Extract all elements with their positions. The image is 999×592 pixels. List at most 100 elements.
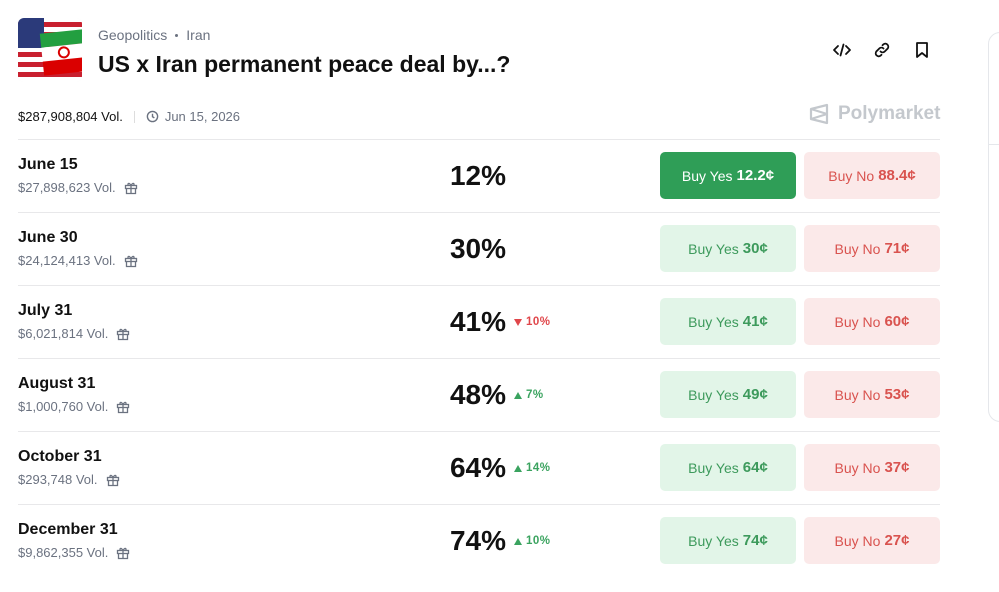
bookmark-icon[interactable] bbox=[912, 40, 932, 60]
buy-no-button[interactable]: Buy No 88.4¢ bbox=[804, 152, 940, 199]
buy-yes-label: Buy Yes bbox=[688, 313, 739, 330]
outcome-row: June 15 $27,898,623 Vol. 12% Buy Yes 12.2¢ Bu… bbox=[18, 139, 940, 213]
side-panel-divider bbox=[989, 144, 999, 145]
chance-change-text: 10% bbox=[526, 535, 551, 547]
buy-yes-price: 49¢ bbox=[742, 386, 768, 403]
outcome-chance: 12% bbox=[449, 160, 507, 191]
outcome-chance: 64% bbox=[449, 452, 507, 483]
buy-yes-price: 41¢ bbox=[742, 313, 768, 330]
up-arrow bbox=[514, 537, 522, 545]
outcome-volume: $6,021,814 Vol. bbox=[18, 326, 130, 341]
buy-yes-label: Buy Yes bbox=[688, 240, 739, 257]
outcome-chance: 41% bbox=[449, 306, 507, 337]
brand: Polymarket bbox=[808, 103, 940, 125]
buy-no-button[interactable]: Buy No 71¢ bbox=[804, 225, 940, 272]
market-image bbox=[18, 18, 82, 82]
buy-no-price: 88.4¢ bbox=[878, 167, 916, 184]
outcome-volume: $27,898,623 Vol. bbox=[18, 180, 138, 195]
buy-no-label: Buy No bbox=[834, 240, 881, 257]
buy-yes-button[interactable]: Buy Yes 30¢ bbox=[660, 225, 796, 272]
buy-no-price: 27¢ bbox=[884, 532, 910, 549]
chance-change-text: 10% bbox=[526, 316, 551, 328]
embed-icon[interactable] bbox=[832, 40, 852, 60]
buy-no-price: 37¢ bbox=[884, 459, 910, 476]
buy-no-price: 53¢ bbox=[884, 386, 910, 403]
separator bbox=[175, 33, 179, 37]
buy-no-price: 60¢ bbox=[884, 313, 910, 330]
buy-yes-button[interactable]: Buy Yes 74¢ bbox=[660, 517, 796, 564]
end-date: Jun 15, 2026 bbox=[146, 109, 240, 124]
outcome-volume-text: $27,898,623 Vol. bbox=[18, 180, 116, 195]
buy-yes-button[interactable]: Buy Yes 41¢ bbox=[660, 298, 796, 345]
breadcrumb: Geopolitics Iran bbox=[98, 27, 210, 43]
chance-change-text: 7% bbox=[526, 389, 544, 401]
outcome-row: June 30 $24,124,413 Vol. 30% Buy Yes 30¢ Buy … bbox=[18, 212, 940, 286]
chance-change: 7% bbox=[514, 389, 544, 401]
market-title: US x Iran permanent peace deal by...? bbox=[98, 51, 511, 77]
gift-icon[interactable] bbox=[106, 473, 120, 487]
outcome-chance: 30% bbox=[449, 233, 507, 264]
outcome-volume: $24,124,413 Vol. bbox=[18, 253, 138, 268]
buy-no-button[interactable]: Buy No 37¢ bbox=[804, 444, 940, 491]
chance-change-text: 14% bbox=[526, 462, 551, 474]
buy-yes-label: Buy Yes bbox=[681, 167, 733, 184]
buy-no-button[interactable]: Buy No 53¢ bbox=[804, 371, 940, 418]
brand-name: Polymarket bbox=[838, 103, 941, 124]
buy-yes-button[interactable]: Buy Yes 12.2¢ bbox=[660, 152, 796, 199]
chance-change: 14% bbox=[514, 462, 551, 474]
chance-change: 10% bbox=[514, 535, 551, 547]
clock-icon bbox=[146, 110, 159, 123]
buy-yes-label: Buy Yes bbox=[688, 532, 739, 549]
brand-logo bbox=[809, 103, 829, 125]
buy-yes-price: 74¢ bbox=[742, 532, 768, 549]
gift-icon[interactable] bbox=[116, 400, 130, 414]
outcome-name: August 31 bbox=[18, 375, 96, 392]
gift-icon[interactable] bbox=[116, 327, 130, 341]
outcome-volume-text: $6,021,814 Vol. bbox=[18, 326, 109, 341]
link-icon[interactable] bbox=[872, 40, 892, 60]
outcome-name: June 30 bbox=[18, 229, 78, 246]
gift-icon[interactable] bbox=[124, 254, 138, 268]
divider bbox=[133, 110, 135, 123]
outcome-volume: $9,862,355 Vol. bbox=[18, 545, 130, 560]
buy-no-button[interactable]: Buy No 27¢ bbox=[804, 517, 940, 564]
outcome-row: December 31 $9,862,355 Vol. 74% 10% Buy Yes 7… bbox=[18, 504, 940, 578]
outcome-name: October 31 bbox=[18, 448, 102, 465]
market-meta: $287,908,804 Vol. Jun 15, 2026 bbox=[18, 109, 240, 124]
outcome-volume-text: $293,748 Vol. bbox=[18, 472, 98, 487]
buy-yes-button[interactable]: Buy Yes 49¢ bbox=[660, 371, 796, 418]
buy-no-label: Buy No bbox=[834, 532, 881, 549]
buy-yes-price: 30¢ bbox=[742, 240, 768, 257]
breadcrumb-item[interactable]: Iran bbox=[186, 27, 211, 43]
buy-yes-button[interactable]: Buy Yes 64¢ bbox=[660, 444, 796, 491]
outcome-volume-text: $9,862,355 Vol. bbox=[18, 545, 109, 560]
outcome-chance: 74% bbox=[449, 525, 507, 556]
gift-icon[interactable] bbox=[116, 546, 130, 560]
chance-change: 10% bbox=[514, 316, 551, 328]
buy-no-label: Buy No bbox=[834, 313, 881, 330]
outcome-volume-text: $1,000,760 Vol. bbox=[18, 399, 109, 414]
outcome-volume: $293,748 Vol. bbox=[18, 472, 120, 487]
outcome-name: December 31 bbox=[18, 521, 118, 538]
down-arrow bbox=[514, 318, 522, 326]
outcome-row: August 31 $1,000,760 Vol. 48% 7% Buy Yes 49¢ B… bbox=[18, 358, 940, 432]
outcome-name: June 15 bbox=[18, 156, 78, 173]
buy-no-label: Buy No bbox=[834, 386, 881, 403]
buy-no-button[interactable]: Buy No 60¢ bbox=[804, 298, 940, 345]
outcome-volume-text: $24,124,413 Vol. bbox=[18, 253, 116, 268]
buy-yes-label: Buy Yes bbox=[688, 459, 739, 476]
buy-yes-price: 12.2¢ bbox=[736, 167, 775, 184]
buy-no-label: Buy No bbox=[834, 459, 881, 476]
up-arrow bbox=[514, 391, 522, 399]
buy-no-label: Buy No bbox=[828, 167, 875, 184]
side-panel bbox=[988, 32, 999, 422]
gift-icon[interactable] bbox=[124, 181, 138, 195]
total-volume: $287,908,804 Vol. bbox=[18, 109, 123, 124]
breadcrumb-item[interactable]: Geopolitics bbox=[98, 27, 168, 43]
outcome-name: July 31 bbox=[18, 302, 73, 319]
outcome-row: October 31 $293,748 Vol. 64% 14% Buy Yes 64¢ B… bbox=[18, 431, 940, 505]
outcome-chance: 48% bbox=[449, 379, 507, 410]
buy-yes-label: Buy Yes bbox=[688, 386, 739, 403]
end-date-text: Jun 15, 2026 bbox=[164, 109, 241, 124]
